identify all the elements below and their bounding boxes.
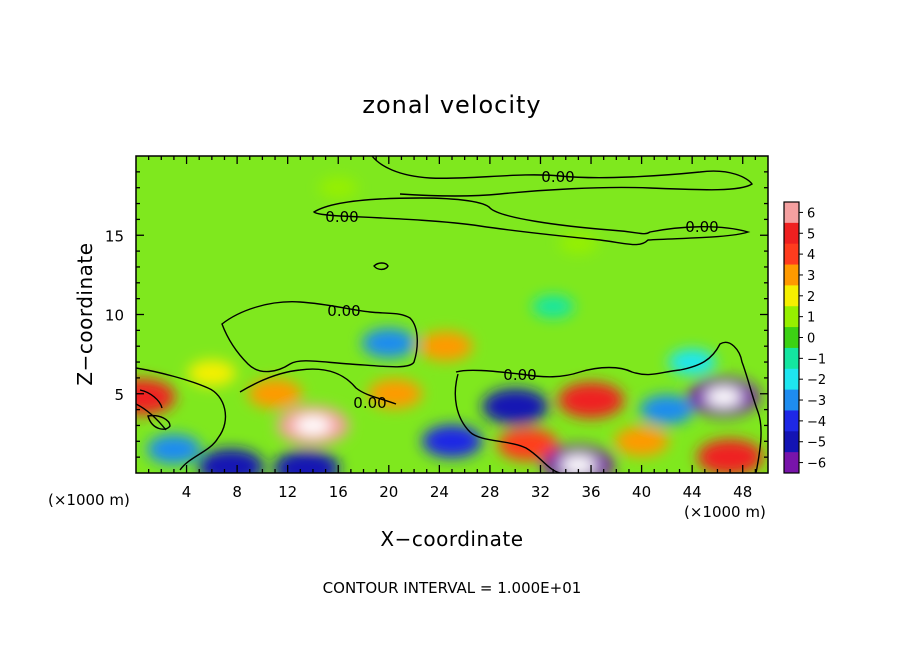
contour-zero-band	[312, 197, 751, 246]
field-feature	[368, 378, 423, 409]
field-feature	[497, 428, 558, 461]
colorbar-swatch	[784, 285, 799, 307]
field-feature-core	[705, 387, 742, 407]
contour-zero-upper	[371, 156, 753, 197]
field-feature	[361, 328, 416, 358]
colorbar-tick-label: 3	[807, 269, 815, 284]
field-feature-core	[214, 457, 248, 473]
colorbar-swatch	[784, 202, 799, 224]
y-tick-label: 15	[105, 227, 124, 245]
field-feature-core	[290, 459, 324, 473]
colorbar-swatch	[784, 243, 799, 266]
contour-label: 0.00	[685, 218, 718, 236]
x-tick-label: 40	[632, 483, 651, 501]
colorbar-tick-label: −5	[807, 436, 826, 451]
x-tick-label: 36	[581, 483, 600, 501]
colorbar-tick-label: 0	[807, 332, 815, 347]
colorbar-swatch	[784, 452, 799, 474]
y-axis-label: Z−coordinate	[73, 242, 97, 385]
contour-zero-mid	[136, 301, 418, 471]
x-tick-label: 24	[430, 483, 449, 501]
colorbar-tick-label: −6	[807, 457, 826, 472]
field-feature	[422, 424, 482, 458]
colorbar-swatch	[784, 410, 799, 432]
field-feature-core	[498, 397, 532, 416]
colorbar-swatch	[784, 222, 799, 245]
field-feature	[614, 426, 669, 457]
x-tick-label: 32	[531, 483, 550, 501]
colorbar-swatch	[784, 327, 799, 349]
field-feature	[187, 359, 236, 387]
contour-lines	[136, 156, 762, 473]
y-tick-label: 5	[114, 386, 124, 404]
field-feature	[532, 294, 575, 319]
chart-title: zonal velocity	[362, 91, 541, 119]
colorbar-swatch	[784, 306, 799, 328]
colorbar-tick-label: 6	[807, 206, 815, 221]
x-tick-label: 12	[278, 483, 297, 501]
x-tick-label: 20	[379, 483, 398, 501]
colorbar-tick-label: −4	[807, 415, 826, 430]
field-feature	[558, 232, 598, 254]
colorbar-tick-label: 5	[807, 227, 815, 242]
contour-label: 0.00	[325, 208, 358, 226]
x-axis-label: X−coordinate	[380, 527, 523, 551]
x-tick-label: 16	[329, 483, 348, 501]
field-feature	[668, 348, 717, 376]
colorbar-tick-label: 1	[807, 311, 815, 326]
contour-interval-note: CONTOUR INTERVAL = 1.000E+01	[323, 579, 582, 597]
field-feature-core	[713, 448, 747, 467]
colorbar-swatch	[784, 431, 799, 453]
x-tick-label: 48	[733, 483, 752, 501]
field-feature-core	[294, 415, 331, 436]
heatmap-field	[136, 156, 768, 473]
field-feature-core	[136, 387, 159, 406]
field-feature-core	[560, 455, 597, 473]
colorbar-tick-label: 4	[807, 248, 815, 263]
colorbar-tick-label: −2	[807, 373, 826, 388]
y-tick-label: 10	[105, 307, 124, 325]
x-tick-label: 8	[232, 483, 242, 501]
contour-label: 0.00	[327, 302, 360, 320]
contour-label: 0.00	[541, 168, 574, 186]
field-feature	[639, 394, 694, 425]
colorbar-swatch	[784, 368, 799, 391]
x-unit-left: (×1000 m)	[48, 491, 130, 509]
contour-zero-left	[136, 389, 171, 431]
colorbar-swatch	[784, 389, 799, 411]
x-tick-label: 4	[182, 483, 192, 501]
field-feature	[146, 434, 201, 465]
contour-zero-small-loop	[373, 262, 389, 271]
field-feature	[318, 176, 358, 199]
field-feature	[248, 378, 303, 409]
x-unit-right: (×1000 m)	[684, 503, 766, 521]
contour-label: 0.00	[503, 366, 536, 384]
colorbar-swatch	[784, 347, 799, 370]
colorbar: 6 5 4 3 2 1 0 −1 −2 −3 −4 −5 −6	[783, 201, 826, 474]
colorbar-tick-label: −3	[807, 394, 826, 409]
contour-zero-lower	[454, 341, 762, 473]
colorbar-tick-label: 2	[807, 290, 815, 305]
contour-label: 0.00	[353, 394, 386, 412]
x-tick-label: 28	[480, 483, 499, 501]
colorbar-swatch	[784, 264, 799, 286]
field-feature-core	[574, 391, 608, 410]
x-tick-label: 44	[683, 483, 702, 501]
colorbar-tick-label: −1	[807, 352, 826, 367]
field-feature	[418, 331, 473, 362]
